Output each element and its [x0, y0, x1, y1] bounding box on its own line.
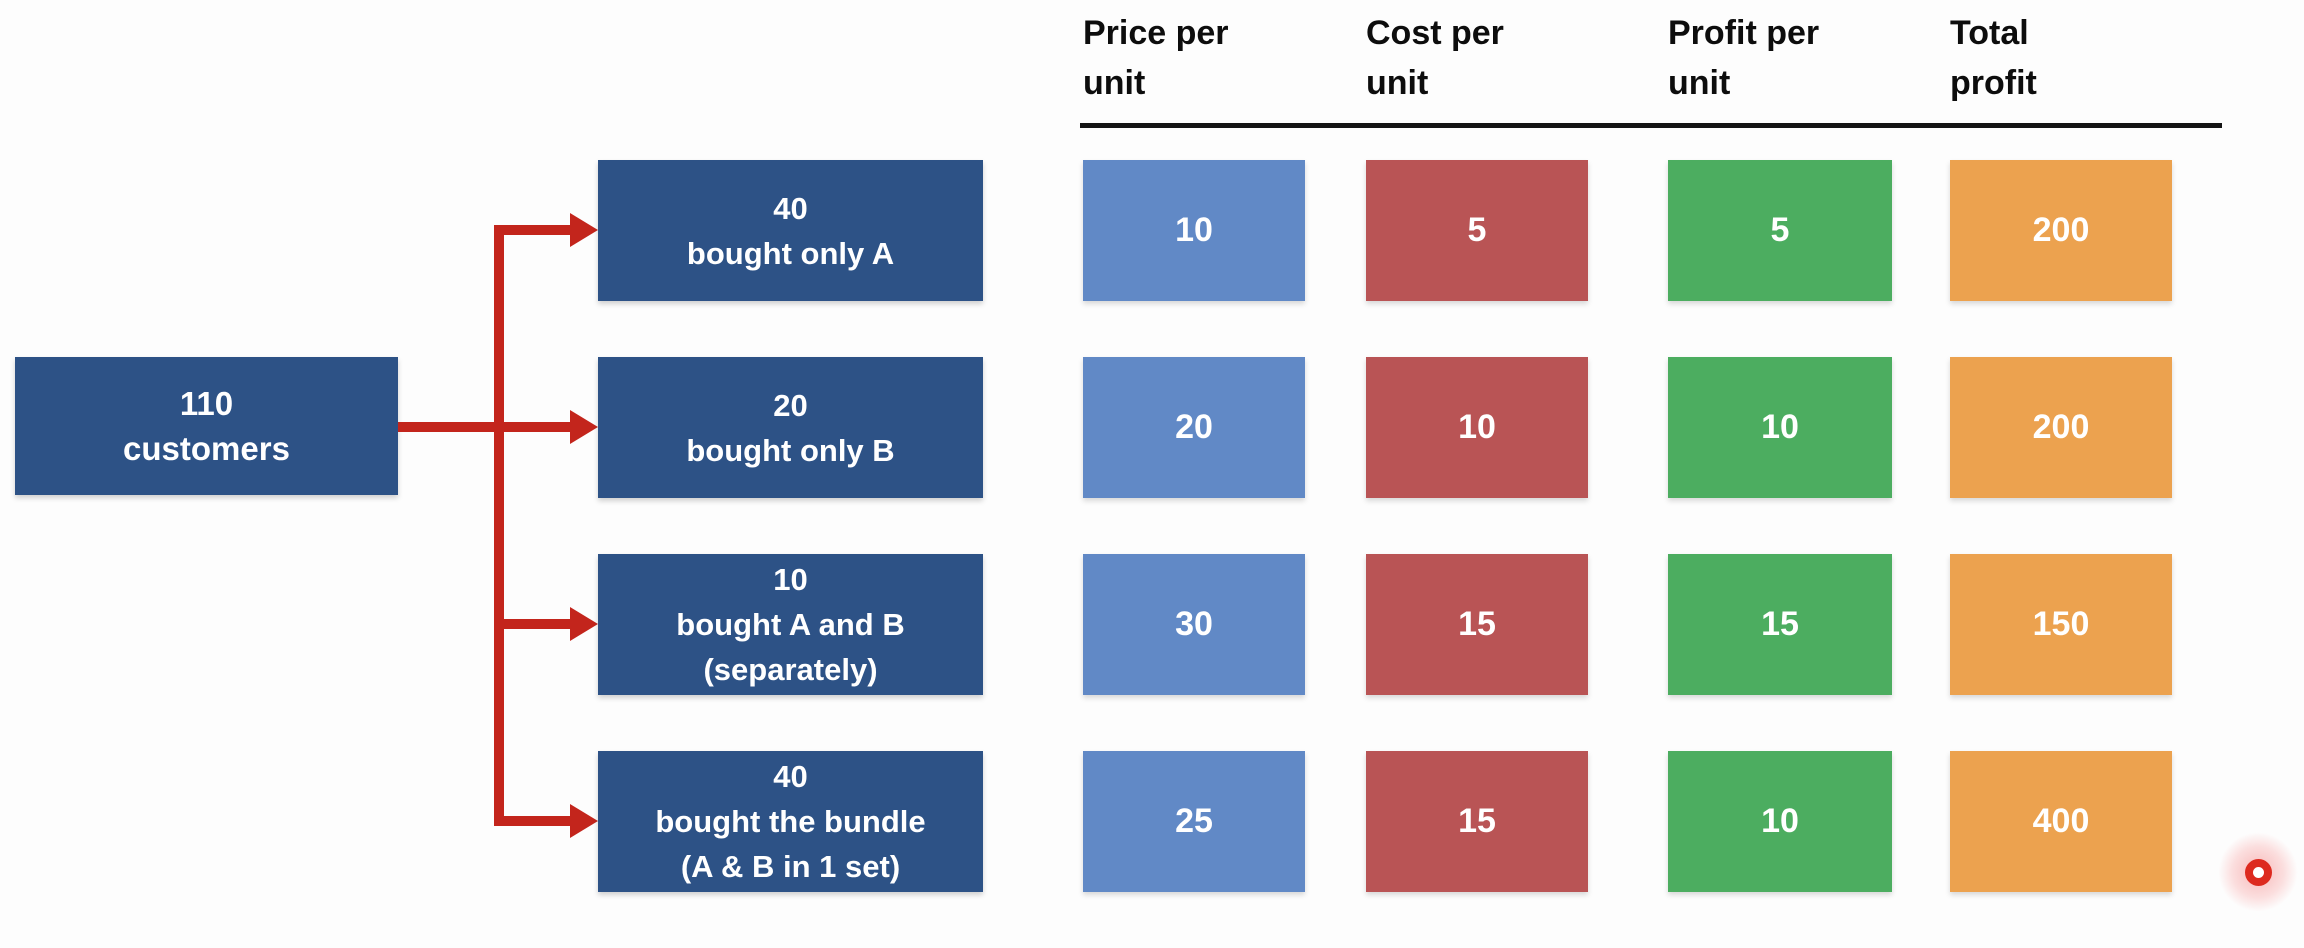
cell-total-row-3: 150 — [1950, 554, 2172, 695]
header-line: Total — [1950, 14, 2029, 52]
segment-node-bought-only-a: 40 bought only A — [598, 160, 983, 301]
cell-cost-row-1: 5 — [1366, 160, 1588, 301]
cell-price-row-1: 10 — [1083, 160, 1305, 301]
flow-line-vertical — [494, 225, 504, 826]
segment-value: 10 — [773, 562, 808, 597]
arrowhead-row-3-icon — [570, 607, 598, 641]
header-line: unit — [1366, 64, 1429, 102]
segment-sublabel: (A & B in 1 set) — [680, 849, 901, 884]
arrowhead-row-2-icon — [570, 410, 598, 444]
segment-label: bought A and B — [676, 607, 905, 642]
header-line: unit — [1668, 64, 1731, 102]
segment-label: bought only A — [686, 235, 895, 271]
column-header-total-profit: Total profit — [1950, 8, 2190, 108]
cell-cost-row-4: 15 — [1366, 751, 1588, 892]
root-node-total-customers: 110 customers — [15, 357, 398, 495]
segment-node-bought-a-and-b: 10 bought A and B (separately) — [598, 554, 983, 695]
flow-line-branch-3 — [499, 619, 570, 629]
flow-line-branch-4 — [499, 816, 570, 826]
segment-label: bought only B — [686, 432, 895, 468]
arrowhead-row-1-icon — [570, 213, 598, 247]
column-header-cost-per-unit: Cost per unit — [1366, 8, 1606, 108]
column-header-profit-per-unit: Profit per unit — [1668, 8, 1908, 108]
root-node-value: 110 — [179, 385, 234, 422]
segment-sublabel: (separately) — [703, 652, 878, 687]
cell-total-row-2: 200 — [1950, 357, 2172, 498]
root-node-label: customers — [123, 430, 290, 467]
segment-node-bought-only-b: 20 bought only B — [598, 357, 983, 498]
cell-price-row-2: 20 — [1083, 357, 1305, 498]
header-line: unit — [1083, 64, 1146, 102]
header-underline — [1080, 123, 2222, 128]
flow-line-main — [398, 422, 570, 432]
segment-value: 40 — [773, 190, 808, 226]
segment-label: bought the bundle — [655, 804, 926, 839]
cell-cost-row-2: 10 — [1366, 357, 1588, 498]
header-line: Price per — [1083, 14, 1229, 52]
laser-pointer-dot-icon — [2245, 859, 2272, 886]
segment-value: 40 — [773, 759, 808, 794]
flow-line-branch-1 — [499, 225, 570, 235]
cell-price-row-4: 25 — [1083, 751, 1305, 892]
header-line: profit — [1950, 64, 2037, 102]
column-header-price-per-unit: Price per unit — [1083, 8, 1323, 108]
segment-value: 20 — [773, 387, 808, 423]
segment-node-bought-bundle: 40 bought the bundle (A & B in 1 set) — [598, 751, 983, 892]
cell-profit-row-4: 10 — [1668, 751, 1892, 892]
arrowhead-row-4-icon — [570, 804, 598, 838]
cell-profit-row-3: 15 — [1668, 554, 1892, 695]
cell-profit-row-1: 5 — [1668, 160, 1892, 301]
header-line: Cost per — [1366, 14, 1504, 52]
cell-total-row-4: 400 — [1950, 751, 2172, 892]
cell-total-row-1: 200 — [1950, 160, 2172, 301]
cell-cost-row-3: 15 — [1366, 554, 1588, 695]
header-line: Profit per — [1668, 14, 1820, 52]
cell-price-row-3: 30 — [1083, 554, 1305, 695]
cell-profit-row-2: 10 — [1668, 357, 1892, 498]
